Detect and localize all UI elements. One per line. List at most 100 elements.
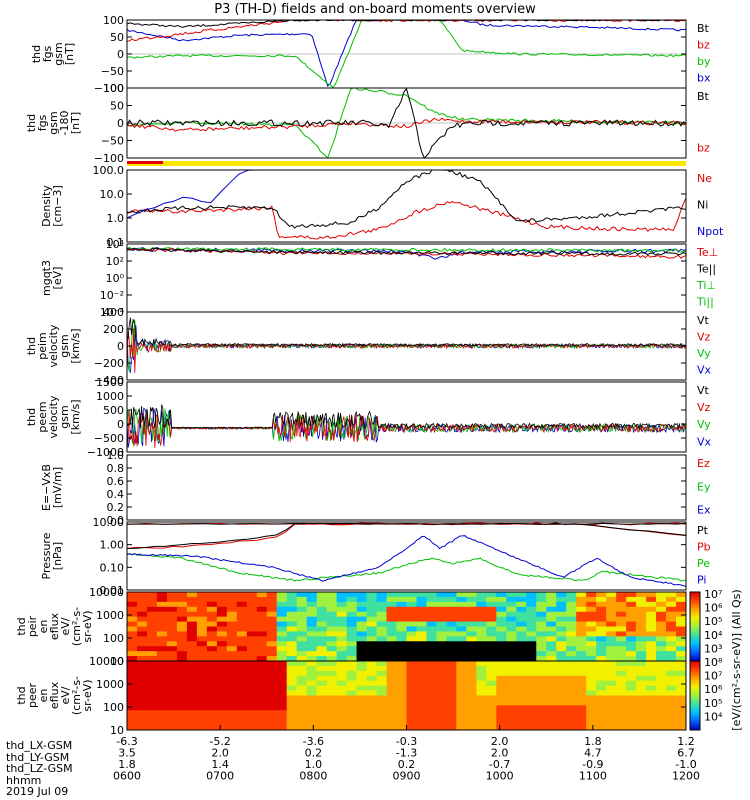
spectro-cell — [236, 670, 248, 677]
spectro-cell — [206, 661, 218, 667]
spectro-cell — [616, 685, 627, 692]
spectro-cell — [127, 715, 138, 721]
ytick-label: −100 — [94, 82, 124, 95]
spectro-cell — [226, 636, 238, 642]
spectro-cell — [476, 680, 487, 687]
spectro-cell — [466, 725, 477, 730]
series-ti-par — [127, 246, 686, 253]
ytick-label: 0 — [117, 48, 124, 61]
xtick-thdlxgsm: -3.6 — [303, 735, 324, 748]
spectro-cell — [606, 592, 617, 598]
spectro-cell — [376, 661, 388, 667]
spectro-cell — [146, 616, 158, 623]
spectro-cell — [496, 725, 507, 730]
spectro-cell — [156, 596, 168, 603]
spectro-cell — [486, 695, 497, 702]
spectro-cell — [496, 690, 507, 697]
spectro-cell — [356, 675, 368, 682]
spectro-cell — [476, 690, 487, 697]
spectro-cell — [586, 720, 597, 726]
spectro-cell — [346, 675, 358, 682]
spectro-cell — [336, 685, 348, 692]
spectro-cell — [576, 705, 587, 711]
spectro-cell — [356, 715, 368, 721]
spectro-cell — [226, 670, 238, 677]
spectro-cell — [506, 606, 517, 613]
spectro-cell — [226, 646, 238, 652]
spectro-cell — [676, 705, 686, 711]
spectro-cell — [226, 705, 238, 711]
spectro-cell — [596, 680, 607, 687]
spectro-cell — [416, 680, 428, 687]
spectro-cell — [456, 695, 467, 702]
spectro-cell — [536, 651, 547, 657]
spectro-cell — [636, 720, 647, 726]
spectro-cell — [216, 661, 228, 667]
spectro-cell — [326, 675, 338, 682]
spectro-cell — [456, 616, 467, 623]
panel-density-content — [127, 170, 686, 240]
spectro-cell — [127, 705, 138, 711]
spectro-cell — [156, 665, 168, 672]
spectro-cell — [226, 616, 238, 623]
spectro-cell — [646, 665, 657, 672]
spectro-cell — [286, 710, 298, 716]
spectro-cell — [286, 621, 298, 628]
spectro-cell — [306, 646, 318, 652]
spectro-cell — [256, 705, 268, 711]
spectro-cell — [606, 621, 617, 628]
spectro-cell — [476, 720, 487, 726]
spectro-cell — [366, 675, 378, 682]
spectro-cell — [306, 656, 318, 661]
spectro-cell — [456, 665, 467, 672]
spectro-cell — [406, 656, 418, 661]
spectro-cell — [666, 705, 677, 711]
spectro-cell — [286, 720, 298, 726]
spectro-cell — [316, 626, 328, 633]
spectro-cell — [216, 710, 228, 716]
spectro-cell — [326, 656, 338, 661]
spectro-cell — [396, 695, 408, 702]
spectro-cell — [166, 661, 178, 667]
spectro-cell — [486, 661, 497, 667]
spectro-cell — [306, 675, 318, 682]
ylabel-line: eflux — [48, 681, 61, 709]
spectro-cell — [366, 592, 378, 598]
spectro-cell — [526, 621, 537, 628]
ylabel-line: [cm−3] — [51, 185, 64, 227]
spectro-cell — [127, 665, 138, 672]
spectro-cell — [136, 690, 148, 697]
spectro-cell — [256, 641, 268, 647]
spectro-cell — [656, 665, 667, 672]
spectro-cell — [276, 705, 288, 711]
spectro-cell — [226, 621, 238, 628]
spectro-cell — [156, 680, 168, 687]
spectro-cell — [406, 611, 418, 618]
spectro-cell — [426, 596, 438, 603]
spectro-cell — [136, 670, 148, 677]
spectro-cell — [396, 596, 408, 603]
spectro-cell — [296, 690, 308, 697]
axis-row-ly: thd_LY-GSM — [6, 750, 70, 764]
ylabel-line: velocity — [47, 395, 60, 438]
spectro-cell — [446, 705, 458, 711]
spectro-cell — [296, 641, 308, 647]
spectro-cell — [476, 656, 487, 661]
spectro-cell — [396, 685, 408, 692]
spectro-cell — [226, 641, 238, 647]
spectro-cell — [186, 592, 198, 598]
spectro-cell — [526, 651, 537, 657]
spectro-cell — [666, 665, 677, 672]
spectro-cell — [376, 636, 388, 642]
ylabel-line: [nPa] — [51, 542, 64, 570]
spectro-cell — [426, 695, 438, 702]
spectro-cell — [206, 715, 218, 721]
spectro-cell — [396, 626, 408, 633]
spectro-cell — [616, 636, 627, 642]
spectro-cell — [316, 710, 328, 716]
spectro-cell — [206, 685, 218, 692]
spectro-cell — [666, 710, 677, 716]
spectro-cell — [386, 695, 398, 702]
spectro-cell — [296, 700, 308, 706]
